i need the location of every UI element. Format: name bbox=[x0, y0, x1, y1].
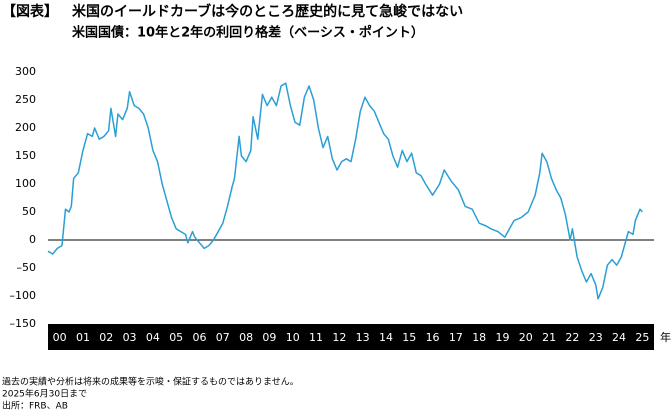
x-tick-label: 07 bbox=[216, 331, 230, 344]
x-tick-label: 17 bbox=[449, 331, 463, 344]
x-axis-band bbox=[48, 324, 654, 350]
x-tick-label: 10 bbox=[286, 331, 300, 344]
x-tick-label: 00 bbox=[53, 331, 67, 344]
source: 出所：FRB、AB bbox=[2, 400, 68, 412]
series-line bbox=[47, 82, 643, 300]
x-tick-label: 14 bbox=[379, 331, 393, 344]
x-tick-label: 18 bbox=[472, 331, 486, 344]
y-tick-label: 50 bbox=[22, 205, 36, 218]
x-tick-label: 05 bbox=[169, 331, 183, 344]
x-tick-label: 06 bbox=[193, 331, 207, 344]
y-tick-label: –100 bbox=[10, 289, 37, 302]
x-tick-label: 12 bbox=[332, 331, 346, 344]
x-unit: 年 bbox=[660, 330, 671, 344]
x-tick-label: 19 bbox=[496, 331, 510, 344]
y-tick-label: –50 bbox=[17, 261, 37, 274]
x-tick-label: 15 bbox=[402, 331, 416, 344]
x-tick-label: 04 bbox=[146, 331, 160, 344]
x-tick-label: 09 bbox=[262, 331, 276, 344]
y-tick-label: 100 bbox=[15, 177, 36, 190]
note: 過去の実績や分析は将来の成果等を示唆・保証するものではありません。 bbox=[2, 376, 299, 388]
x-tick-label: 13 bbox=[356, 331, 370, 344]
x-tick-label: 16 bbox=[426, 331, 440, 344]
y-tick-label: 200 bbox=[15, 121, 36, 134]
subtitle: 米国国債：10年と2年の利回り格差（ベーシス・ポイント） bbox=[72, 25, 424, 41]
x-tick-label: 03 bbox=[123, 331, 137, 344]
y-tick-label: 150 bbox=[15, 149, 36, 162]
x-tick-label: 02 bbox=[99, 331, 113, 344]
y-tick-label: –150 bbox=[10, 317, 37, 330]
chart-title: 米国のイールドカーブは今のところ歴史的に見て急峻ではない bbox=[72, 3, 463, 20]
x-tick-label: 08 bbox=[239, 331, 253, 344]
x-tick-label: 22 bbox=[565, 331, 579, 344]
x-tick-label: 24 bbox=[612, 331, 626, 344]
x-tick-label: 01 bbox=[76, 331, 90, 344]
y-tick-label: 300 bbox=[15, 65, 36, 78]
x-tick-label: 20 bbox=[519, 331, 533, 344]
y-tick-label: 0 bbox=[29, 233, 36, 246]
tag: 【図表】 bbox=[2, 3, 58, 20]
x-tick-label: 25 bbox=[635, 331, 649, 344]
y-tick-label: 250 bbox=[15, 93, 36, 106]
note: 2025年6月30日まで bbox=[2, 388, 87, 400]
x-tick-label: 21 bbox=[542, 331, 556, 344]
x-tick-label: 11 bbox=[309, 331, 323, 344]
x-tick-label: 23 bbox=[589, 331, 603, 344]
